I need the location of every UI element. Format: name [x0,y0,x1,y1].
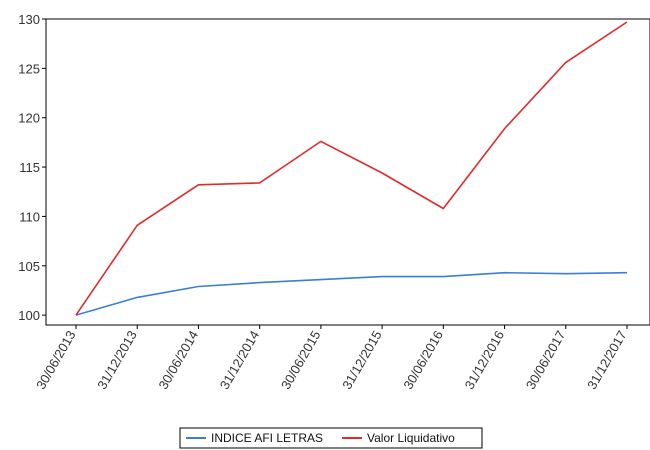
legend: INDICE AFI LETRAS Valor Liquidativo [179,427,483,449]
x-tick-label: 31/12/2016 [462,328,508,392]
series-line-1 [75,21,628,316]
plot-area [45,18,650,326]
x-tick-label: 30/06/2013 [33,328,79,392]
x-tick-label: 30/06/2016 [400,328,446,392]
x-tick-label: 31/12/2013 [94,328,140,392]
x-tick-label: 30/06/2015 [278,328,324,392]
series-layer [75,21,628,316]
series-line-0 [75,271,628,316]
legend-label-1: Valor Liquidativo [367,431,455,445]
x-tick-label: 31/12/2014 [217,328,263,392]
x-tick-label: 31/12/2017 [584,328,630,392]
x-tick-label: 30/06/2014 [156,328,202,392]
y-tick-label: 120 [18,111,40,126]
x-tick-label: 30/06/2017 [523,328,569,392]
legend-box [179,427,483,449]
y-tick-label: 115 [19,160,40,175]
legend-label-0: INDICE AFI LETRAS [211,431,323,445]
y-tick-label: 105 [18,259,40,274]
y-tick-label: 130 [18,12,40,27]
y-tick-label: 100 [18,308,40,323]
y-tick-label: 110 [19,209,40,224]
x-tick-label: 31/12/2015 [339,328,385,392]
y-tick-label: 125 [18,61,40,76]
